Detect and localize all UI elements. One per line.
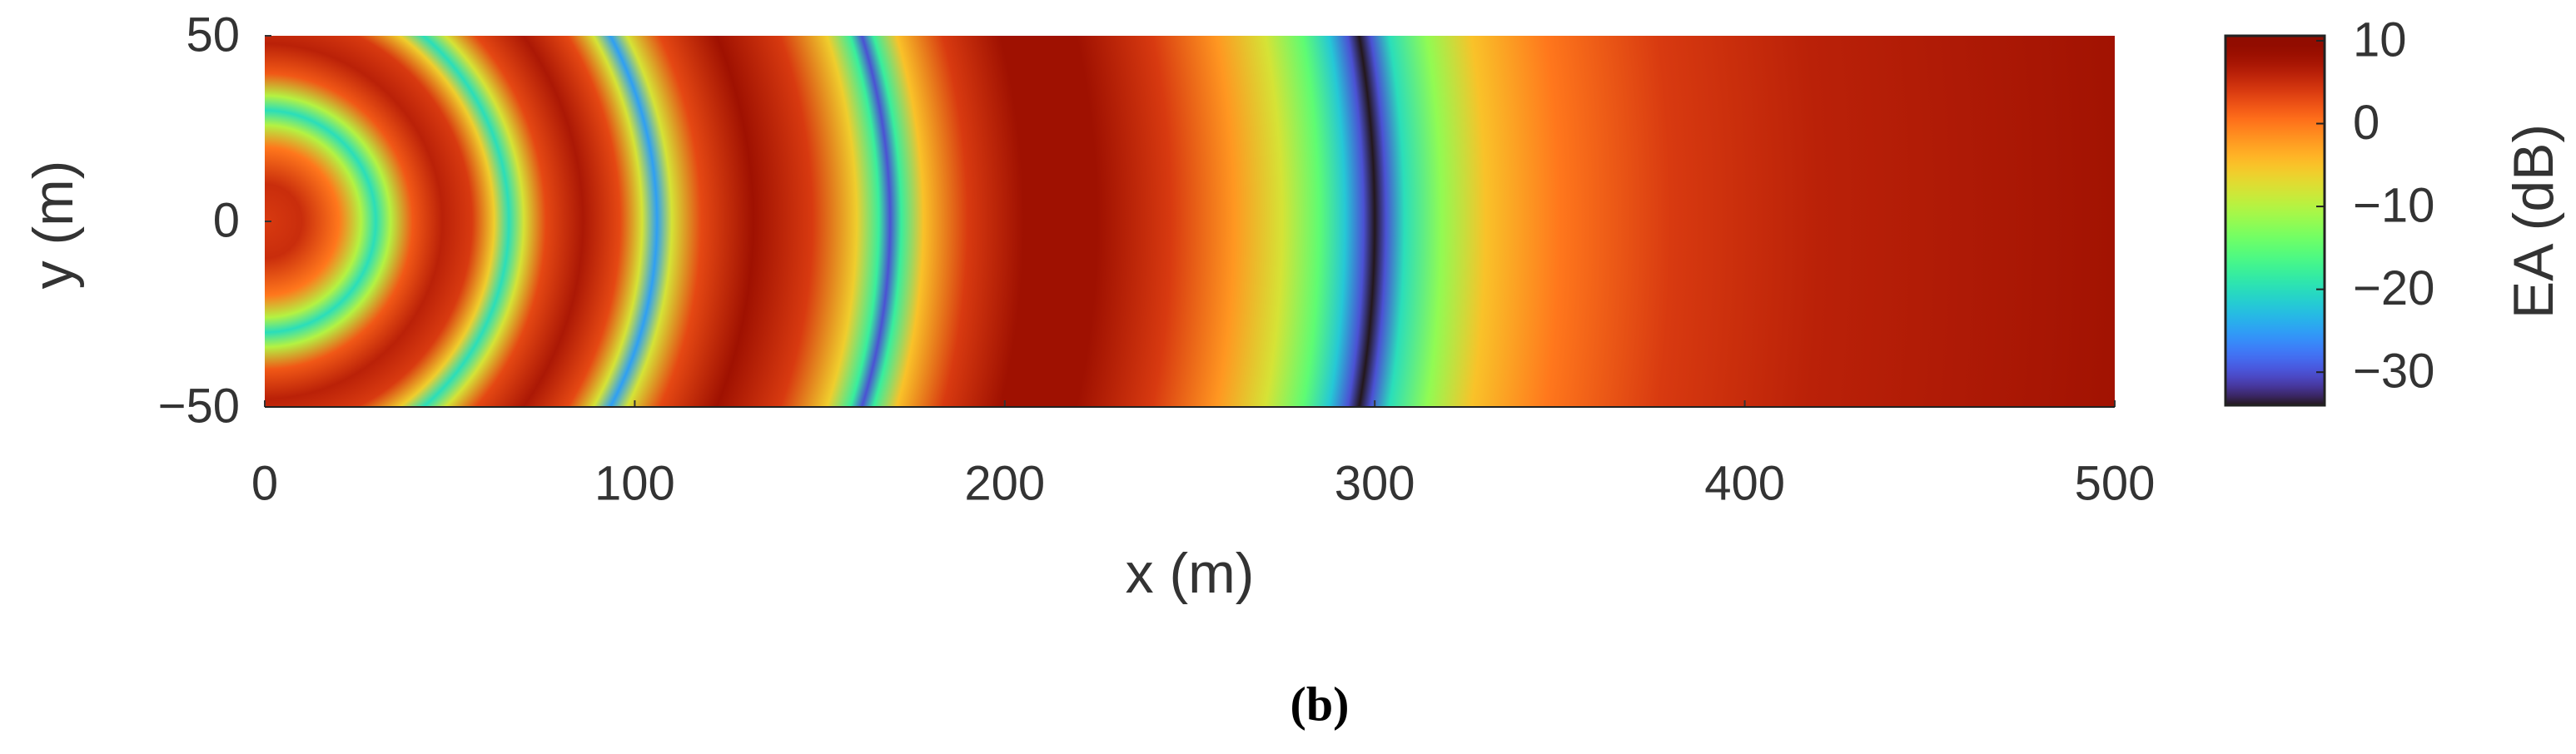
colorbar-tick-label: −20 (2353, 261, 2434, 315)
caption: (b) (1290, 677, 1350, 731)
y-tick-label: −50 (158, 379, 240, 433)
colorbar-tick-label: −30 (2353, 345, 2434, 399)
colorbar-tick-label: 10 (2353, 12, 2407, 67)
x-axis-label: x (m) (1126, 542, 1255, 605)
x-tick-label: 400 (1704, 456, 1785, 510)
colorbar-label: EA (dB) (2502, 124, 2565, 319)
y-tick-label: 50 (186, 7, 240, 62)
x-tick-label: 200 (964, 456, 1045, 510)
colorbar-tick-label: −10 (2353, 178, 2434, 232)
x-tick-label: 300 (1335, 456, 1415, 510)
heatmap-field (265, 36, 2115, 407)
x-tick-label: 100 (594, 456, 675, 510)
colorbar-tick-label: 0 (2353, 96, 2380, 150)
x-tick-label: 0 (251, 456, 278, 510)
y-axis-label: y (m) (22, 161, 85, 290)
colorbar (2224, 34, 2326, 407)
y-tick-label: 0 (213, 193, 240, 247)
x-tick-label: 500 (2075, 456, 2156, 510)
